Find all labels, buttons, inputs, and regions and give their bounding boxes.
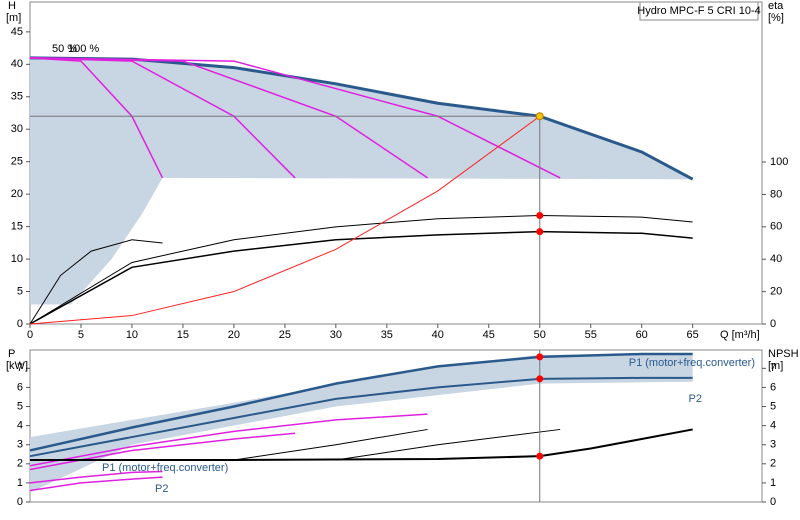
y-tick-label: 6	[17, 381, 23, 393]
marker	[536, 228, 544, 236]
y2-tick-label: 0	[770, 318, 776, 330]
y-tick-label: 15	[11, 221, 23, 233]
curve	[29, 115, 541, 325]
x-tick-label: 65	[687, 329, 699, 341]
y-tick-label: 4	[17, 420, 23, 432]
y2-tick-label: 60	[770, 221, 782, 233]
x-tick-label: 5	[78, 329, 84, 341]
y-axis-unit: [kW]	[6, 360, 28, 372]
y2-axis-label: eta	[768, 0, 784, 12]
y2-tick-label: 3	[770, 439, 776, 451]
annotation: 100 %	[68, 43, 99, 55]
y2-tick-label: 4	[770, 420, 776, 432]
x-tick-label: 25	[279, 329, 291, 341]
y-tick-label: 3	[17, 439, 23, 451]
curve	[29, 376, 693, 458]
chart-title: Hydro MPC-F 5 CRI 10-4	[637, 5, 760, 17]
curve	[29, 230, 693, 325]
annotation: 50 %	[52, 43, 77, 55]
y-tick-label: 0	[17, 496, 23, 508]
y-tick-label: 7	[17, 362, 23, 374]
y2-tick-label: 20	[770, 286, 782, 298]
curve	[29, 470, 163, 484]
y2-tick-label: 1	[770, 477, 776, 489]
curve	[29, 476, 163, 492]
y2-tick-label: 40	[770, 253, 782, 265]
x-tick-label: 40	[432, 329, 444, 341]
x-tick-label: 30	[330, 329, 342, 341]
series-label: P1 (motor+freq.converter)	[102, 462, 228, 474]
series-label: P2	[689, 393, 702, 405]
x-tick-label: 10	[126, 329, 138, 341]
x-tick-label: 50	[534, 329, 546, 341]
x-tick-label: 35	[381, 329, 393, 341]
y-axis-unit: [m]	[6, 12, 21, 24]
title-box	[639, 1, 759, 21]
y-tick-label: 45	[11, 26, 23, 38]
y-tick-label: 1	[17, 477, 23, 489]
marker	[536, 375, 544, 383]
y-tick-label: 0	[17, 318, 23, 330]
x-tick-label: 60	[636, 329, 648, 341]
y2-tick-label: 80	[770, 188, 782, 200]
y2-tick-label: 6	[770, 381, 776, 393]
y-tick-label: 10	[11, 253, 23, 265]
y2-axis-unit: [m]	[768, 360, 783, 372]
y2-tick-label: 2	[770, 458, 776, 470]
y-axis-label: P	[8, 348, 15, 360]
marker	[535, 112, 544, 121]
y-tick-label: 2	[17, 458, 23, 470]
curve	[29, 239, 163, 325]
y2-tick-label: 7	[770, 362, 776, 374]
series-label: P1 (motor+freq.converter)	[629, 357, 755, 369]
x-tick-label: 55	[585, 329, 597, 341]
range-area	[30, 57, 693, 305]
marker	[536, 353, 544, 361]
y-tick-label: 5	[17, 400, 23, 412]
y-tick-label: 25	[11, 156, 23, 168]
marker	[536, 452, 544, 460]
y2-tick-label: 100	[770, 156, 788, 168]
x-tick-label: 45	[483, 329, 495, 341]
y2-axis-label: NPSH	[768, 348, 799, 360]
y-axis-label: H	[8, 0, 16, 12]
y-tick-label: 40	[11, 58, 23, 70]
y-tick-label: 20	[11, 188, 23, 200]
curve	[233, 428, 428, 461]
curve	[29, 413, 428, 467]
x-tick-label: 20	[228, 329, 240, 341]
marker	[536, 211, 544, 219]
curve	[335, 428, 561, 461]
y-tick-label: 5	[17, 285, 23, 297]
series-label: P2	[155, 483, 168, 495]
x-axis-label: Q [m³/h]	[720, 329, 760, 341]
y-tick-label: 35	[11, 91, 23, 103]
curve	[29, 57, 164, 179]
x-tick-label: 0	[27, 329, 33, 341]
x-tick-label: 15	[177, 329, 189, 341]
y-tick-label: 30	[11, 123, 23, 135]
curve	[29, 214, 693, 325]
y2-axis-unit: [%]	[768, 12, 784, 24]
range-area	[30, 353, 693, 493]
y2-tick-label: 5	[770, 400, 776, 412]
curve	[29, 352, 693, 452]
y2-tick-label: 0	[770, 496, 776, 508]
curve	[29, 57, 561, 179]
